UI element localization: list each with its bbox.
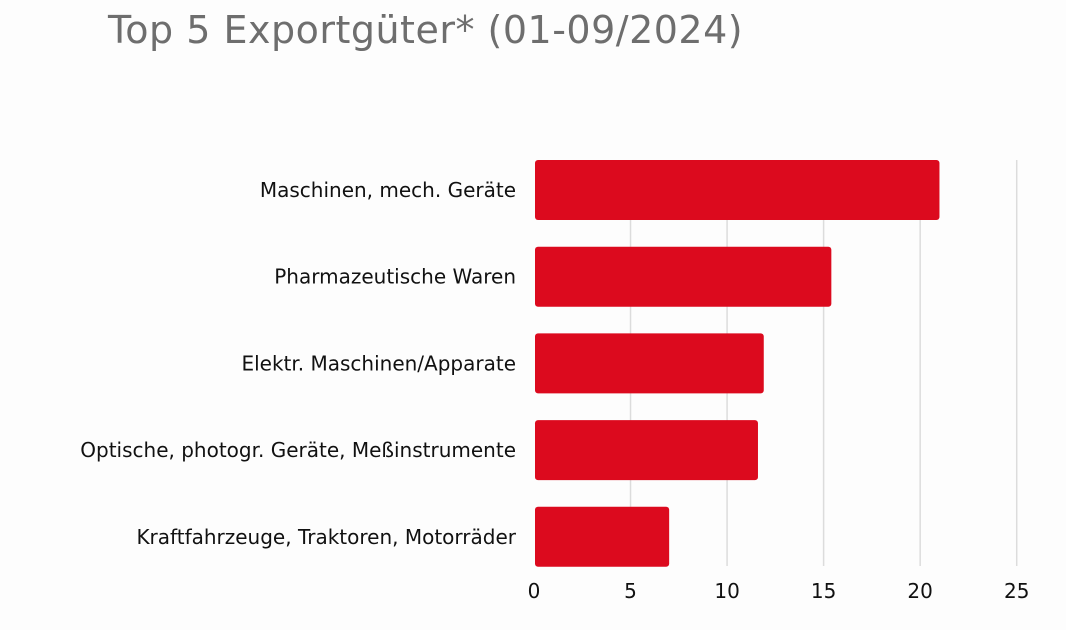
- category-label: Optische, photogr. Geräte, Meßinstrument…: [80, 438, 516, 462]
- bar: [535, 246, 832, 307]
- bar: [535, 333, 764, 394]
- category-label: Elektr. Maschinen/Apparate: [241, 351, 516, 375]
- category-label: Maschinen, mech. Geräte: [260, 178, 516, 202]
- x-tick-label: 0: [528, 579, 541, 603]
- chart-title: Top 5 Exportgüter* (01-09/2024): [108, 8, 744, 52]
- category-label: Kraftfahrzeuge, Traktoren, Motorräder: [136, 525, 516, 549]
- x-tick-label: 20: [907, 579, 932, 603]
- bar: [535, 506, 670, 567]
- bar: [535, 160, 940, 220]
- x-tick-label: 5: [624, 579, 637, 603]
- x-tick-label: 10: [714, 579, 739, 603]
- x-tick-label: 25: [1004, 579, 1029, 603]
- category-label: Pharmazeutische Waren: [274, 265, 516, 289]
- bar: [535, 420, 758, 481]
- x-tick-label: 15: [811, 579, 836, 603]
